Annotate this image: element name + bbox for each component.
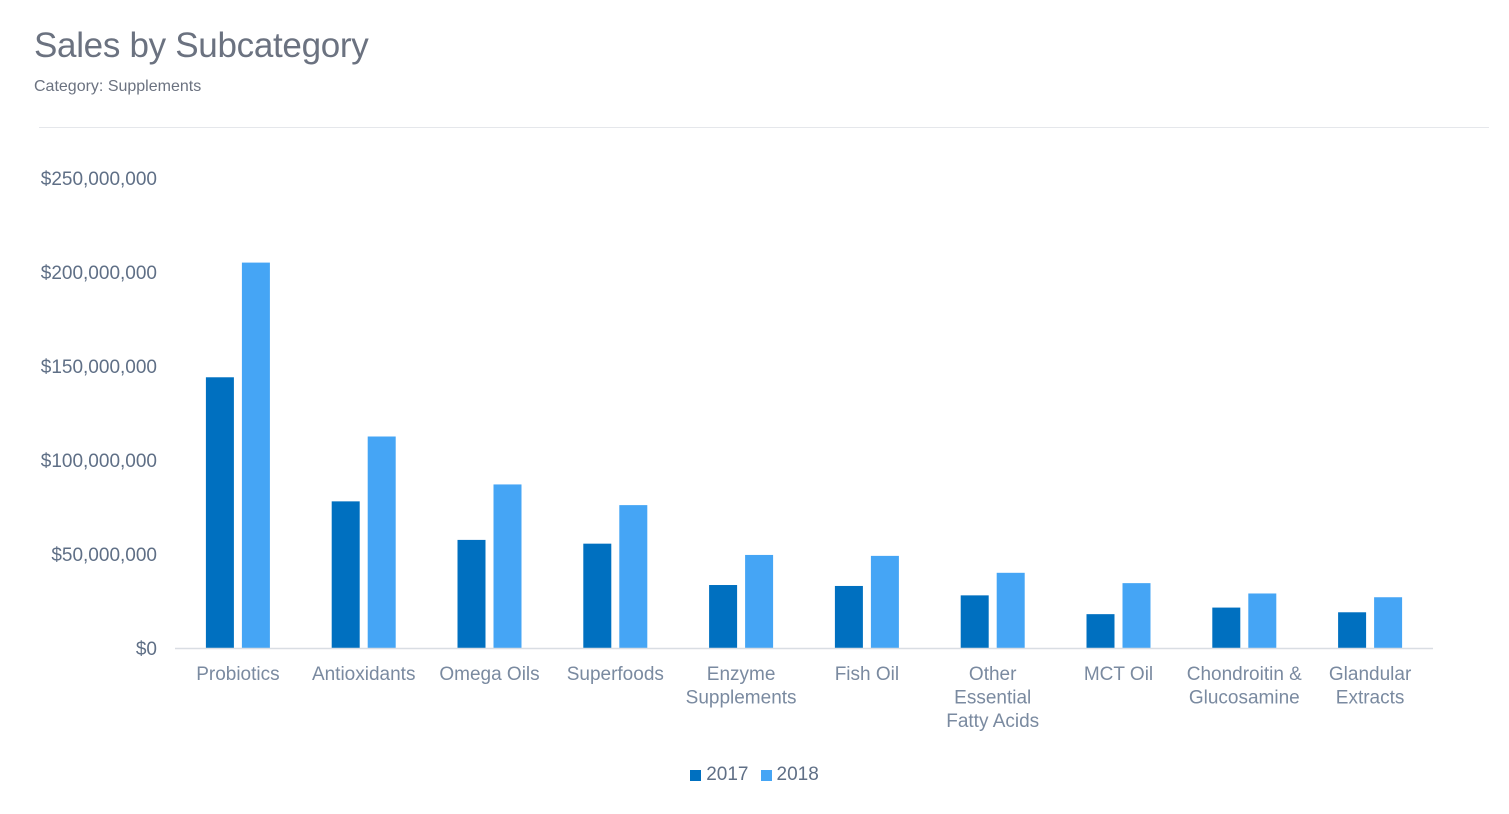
- bar-2017[interactable]: [205, 377, 234, 648]
- legend-swatch-2018: [760, 769, 772, 781]
- x-tick-label: Fish Oil: [835, 664, 899, 685]
- y-tick-label: $250,000,000: [41, 169, 157, 190]
- bar-2017[interactable]: [1086, 614, 1115, 648]
- y-tick-label: $50,000,000: [51, 545, 157, 566]
- x-tick-label: Omega Oils: [439, 664, 539, 685]
- bar-2018[interactable]: [619, 505, 648, 648]
- x-tick-label: Probiotics: [196, 664, 279, 685]
- bar-2017[interactable]: [583, 543, 612, 648]
- bar-2018[interactable]: [745, 554, 774, 648]
- bar-2017[interactable]: [1212, 607, 1241, 648]
- legend-swatch-2017: [690, 769, 702, 781]
- y-axis: $0 $50,000,000 $100,000,000 $150,000,000 $20…: [41, 169, 157, 660]
- bar-2018[interactable]: [1248, 593, 1277, 648]
- bar-2018[interactable]: [493, 484, 522, 648]
- chart-subtitle: Category: Supplements: [34, 78, 202, 95]
- x-tick-label: Antioxidants: [312, 664, 416, 685]
- bar-2017[interactable]: [834, 585, 863, 648]
- bar-2018[interactable]: [1122, 583, 1151, 648]
- y-tick-label: $150,000,000: [41, 357, 157, 378]
- bar-2018[interactable]: [870, 555, 899, 648]
- bar-2017[interactable]: [1338, 612, 1367, 648]
- x-tick-label: Chondroitin & Glucosamine: [1187, 664, 1302, 709]
- x-tick-label: Other Essential Fatty Acids: [946, 664, 1039, 732]
- bar-2017[interactable]: [457, 539, 486, 648]
- bar-2017[interactable]: [331, 501, 360, 648]
- x-tick-label: Enzyme Supplements: [686, 664, 797, 709]
- legend-item-2018[interactable]: 2018: [760, 764, 819, 786]
- y-tick-label: $0: [136, 639, 157, 660]
- x-tick-label: Glandular Extracts: [1329, 664, 1412, 709]
- bar-2018[interactable]: [1374, 597, 1403, 648]
- legend-label-2018: 2018: [776, 764, 819, 785]
- legend: 2017 2018: [0, 764, 1509, 786]
- y-tick-label: $100,000,000: [41, 451, 157, 472]
- header-divider: [39, 127, 1489, 128]
- y-tick-label: $200,000,000: [41, 263, 157, 284]
- x-axis: Probiotics Antioxidants Omega Oils Superfoo…: [175, 647, 1433, 732]
- x-tick-label: Superfoods: [567, 664, 664, 685]
- bar-2017[interactable]: [709, 585, 738, 648]
- legend-item-2017[interactable]: 2017: [690, 764, 749, 786]
- bar-2018[interactable]: [996, 572, 1025, 648]
- bar-2018[interactable]: [241, 262, 270, 648]
- bar-2017[interactable]: [960, 595, 989, 648]
- chart-title: Sales by Subcategory: [34, 26, 369, 65]
- legend-label-2017: 2017: [706, 764, 749, 785]
- bars: [205, 262, 1403, 649]
- bar-2018[interactable]: [367, 436, 396, 649]
- x-tick-label: MCT Oil: [1084, 664, 1153, 685]
